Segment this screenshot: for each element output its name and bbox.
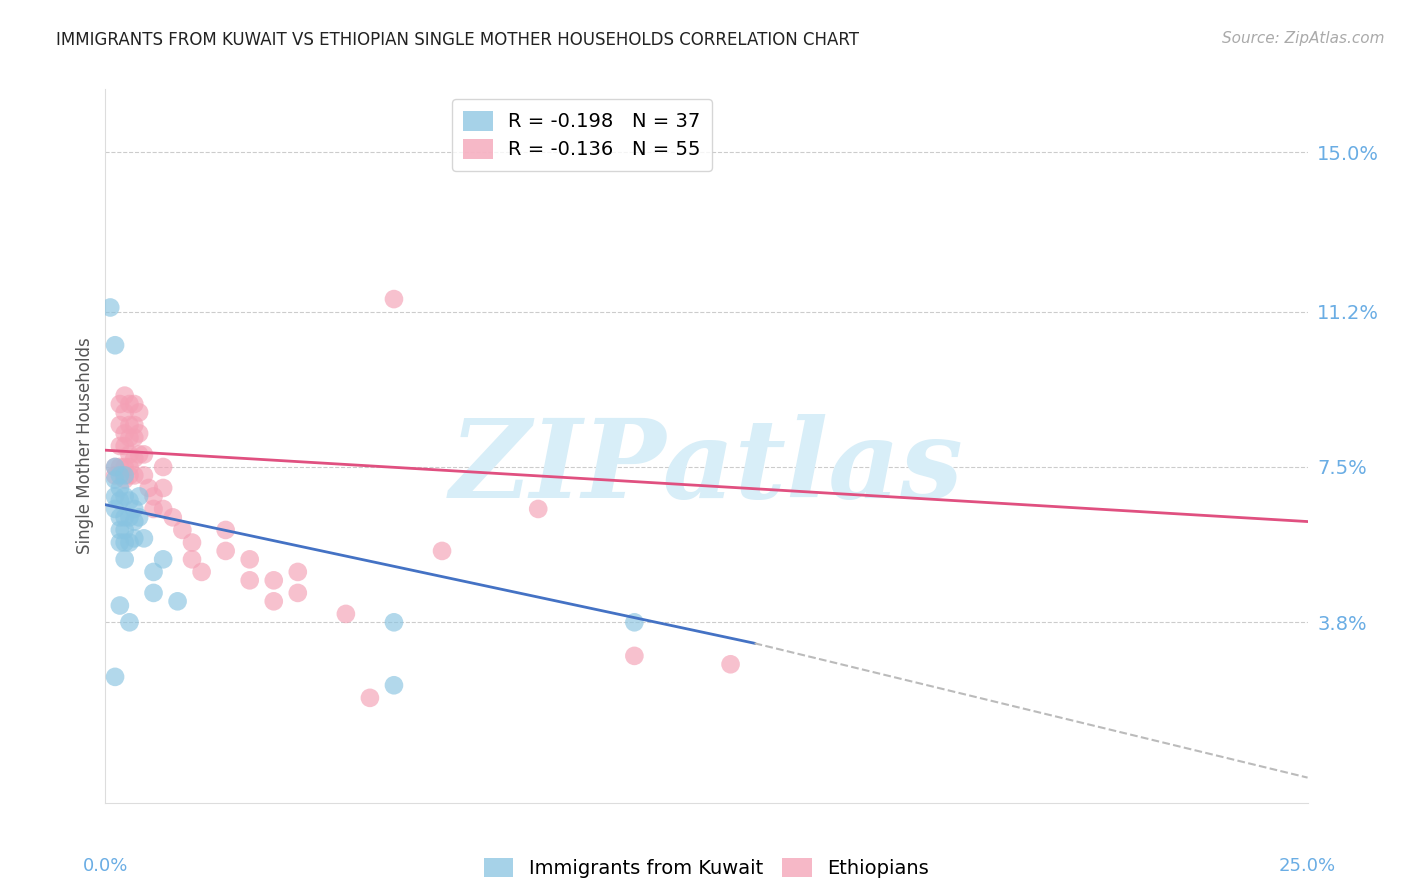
Point bbox=[118, 397, 141, 411]
Point bbox=[104, 338, 127, 352]
Point bbox=[108, 468, 131, 483]
Point bbox=[166, 594, 188, 608]
Point bbox=[104, 460, 127, 475]
Point bbox=[124, 468, 146, 483]
Point bbox=[359, 690, 381, 705]
Point bbox=[142, 502, 165, 516]
Text: IMMIGRANTS FROM KUWAIT VS ETHIOPIAN SINGLE MOTHER HOUSEHOLDS CORRELATION CHART: IMMIGRANTS FROM KUWAIT VS ETHIOPIAN SING… bbox=[56, 31, 859, 49]
Point bbox=[114, 473, 136, 487]
Point bbox=[142, 489, 165, 503]
Text: 25.0%: 25.0% bbox=[1279, 857, 1336, 875]
Point bbox=[142, 586, 165, 600]
Point bbox=[104, 460, 127, 475]
Text: ZIPatlas: ZIPatlas bbox=[450, 414, 963, 521]
Point bbox=[118, 460, 141, 475]
Point bbox=[214, 544, 236, 558]
Point bbox=[118, 417, 141, 432]
Point bbox=[138, 481, 160, 495]
Point bbox=[181, 552, 204, 566]
Point bbox=[118, 431, 141, 445]
Point bbox=[114, 523, 136, 537]
Point bbox=[132, 468, 155, 483]
Point bbox=[128, 426, 150, 441]
Point bbox=[114, 468, 136, 483]
Point bbox=[104, 489, 127, 503]
Point bbox=[172, 523, 194, 537]
Point bbox=[114, 439, 136, 453]
Point bbox=[382, 678, 405, 692]
Point bbox=[114, 405, 136, 419]
Point bbox=[114, 552, 136, 566]
Point bbox=[527, 502, 550, 516]
Point bbox=[239, 574, 262, 588]
Point bbox=[118, 615, 141, 630]
Point bbox=[104, 473, 127, 487]
Point bbox=[623, 615, 645, 630]
Point bbox=[128, 405, 150, 419]
Point bbox=[108, 510, 131, 524]
Point bbox=[382, 615, 405, 630]
Point bbox=[124, 417, 146, 432]
Point bbox=[142, 565, 165, 579]
Point bbox=[287, 586, 309, 600]
Y-axis label: Single Mother Households: Single Mother Households bbox=[76, 338, 94, 554]
Point bbox=[114, 535, 136, 549]
Point bbox=[118, 535, 141, 549]
Point bbox=[108, 397, 131, 411]
Point bbox=[104, 670, 127, 684]
Point bbox=[108, 535, 131, 549]
Point bbox=[124, 532, 146, 546]
Point bbox=[124, 451, 146, 466]
Point bbox=[430, 544, 453, 558]
Point bbox=[114, 489, 136, 503]
Text: 0.0%: 0.0% bbox=[83, 857, 128, 875]
Point bbox=[239, 552, 262, 566]
Point bbox=[152, 481, 174, 495]
Point bbox=[108, 493, 131, 508]
Point bbox=[162, 510, 184, 524]
Point bbox=[335, 607, 357, 621]
Point bbox=[152, 502, 174, 516]
Point bbox=[108, 439, 131, 453]
Point bbox=[118, 447, 141, 461]
Point bbox=[720, 657, 742, 672]
Point bbox=[623, 648, 645, 663]
Point bbox=[114, 510, 136, 524]
Point bbox=[128, 489, 150, 503]
Point bbox=[108, 523, 131, 537]
Point bbox=[118, 493, 141, 508]
Point bbox=[287, 565, 309, 579]
Point bbox=[108, 599, 131, 613]
Point bbox=[382, 292, 405, 306]
Point bbox=[128, 510, 150, 524]
Point bbox=[263, 574, 285, 588]
Point bbox=[104, 468, 127, 483]
Point bbox=[124, 502, 146, 516]
Legend: Immigrants from Kuwait, Ethiopians: Immigrants from Kuwait, Ethiopians bbox=[477, 850, 936, 886]
Point bbox=[108, 417, 131, 432]
Point bbox=[152, 552, 174, 566]
Point bbox=[118, 510, 141, 524]
Point bbox=[190, 565, 212, 579]
Point bbox=[124, 515, 146, 529]
Point bbox=[104, 502, 127, 516]
Point bbox=[114, 426, 136, 441]
Point bbox=[124, 431, 146, 445]
Point bbox=[98, 301, 121, 315]
Point bbox=[108, 481, 131, 495]
Point bbox=[132, 447, 155, 461]
Point bbox=[263, 594, 285, 608]
Point bbox=[214, 523, 236, 537]
Point bbox=[124, 397, 146, 411]
Point bbox=[181, 535, 204, 549]
Text: Source: ZipAtlas.com: Source: ZipAtlas.com bbox=[1222, 31, 1385, 46]
Point bbox=[132, 532, 155, 546]
Point bbox=[118, 468, 141, 483]
Point bbox=[114, 389, 136, 403]
Point bbox=[128, 447, 150, 461]
Point bbox=[152, 460, 174, 475]
Point bbox=[108, 460, 131, 475]
Point bbox=[114, 460, 136, 475]
